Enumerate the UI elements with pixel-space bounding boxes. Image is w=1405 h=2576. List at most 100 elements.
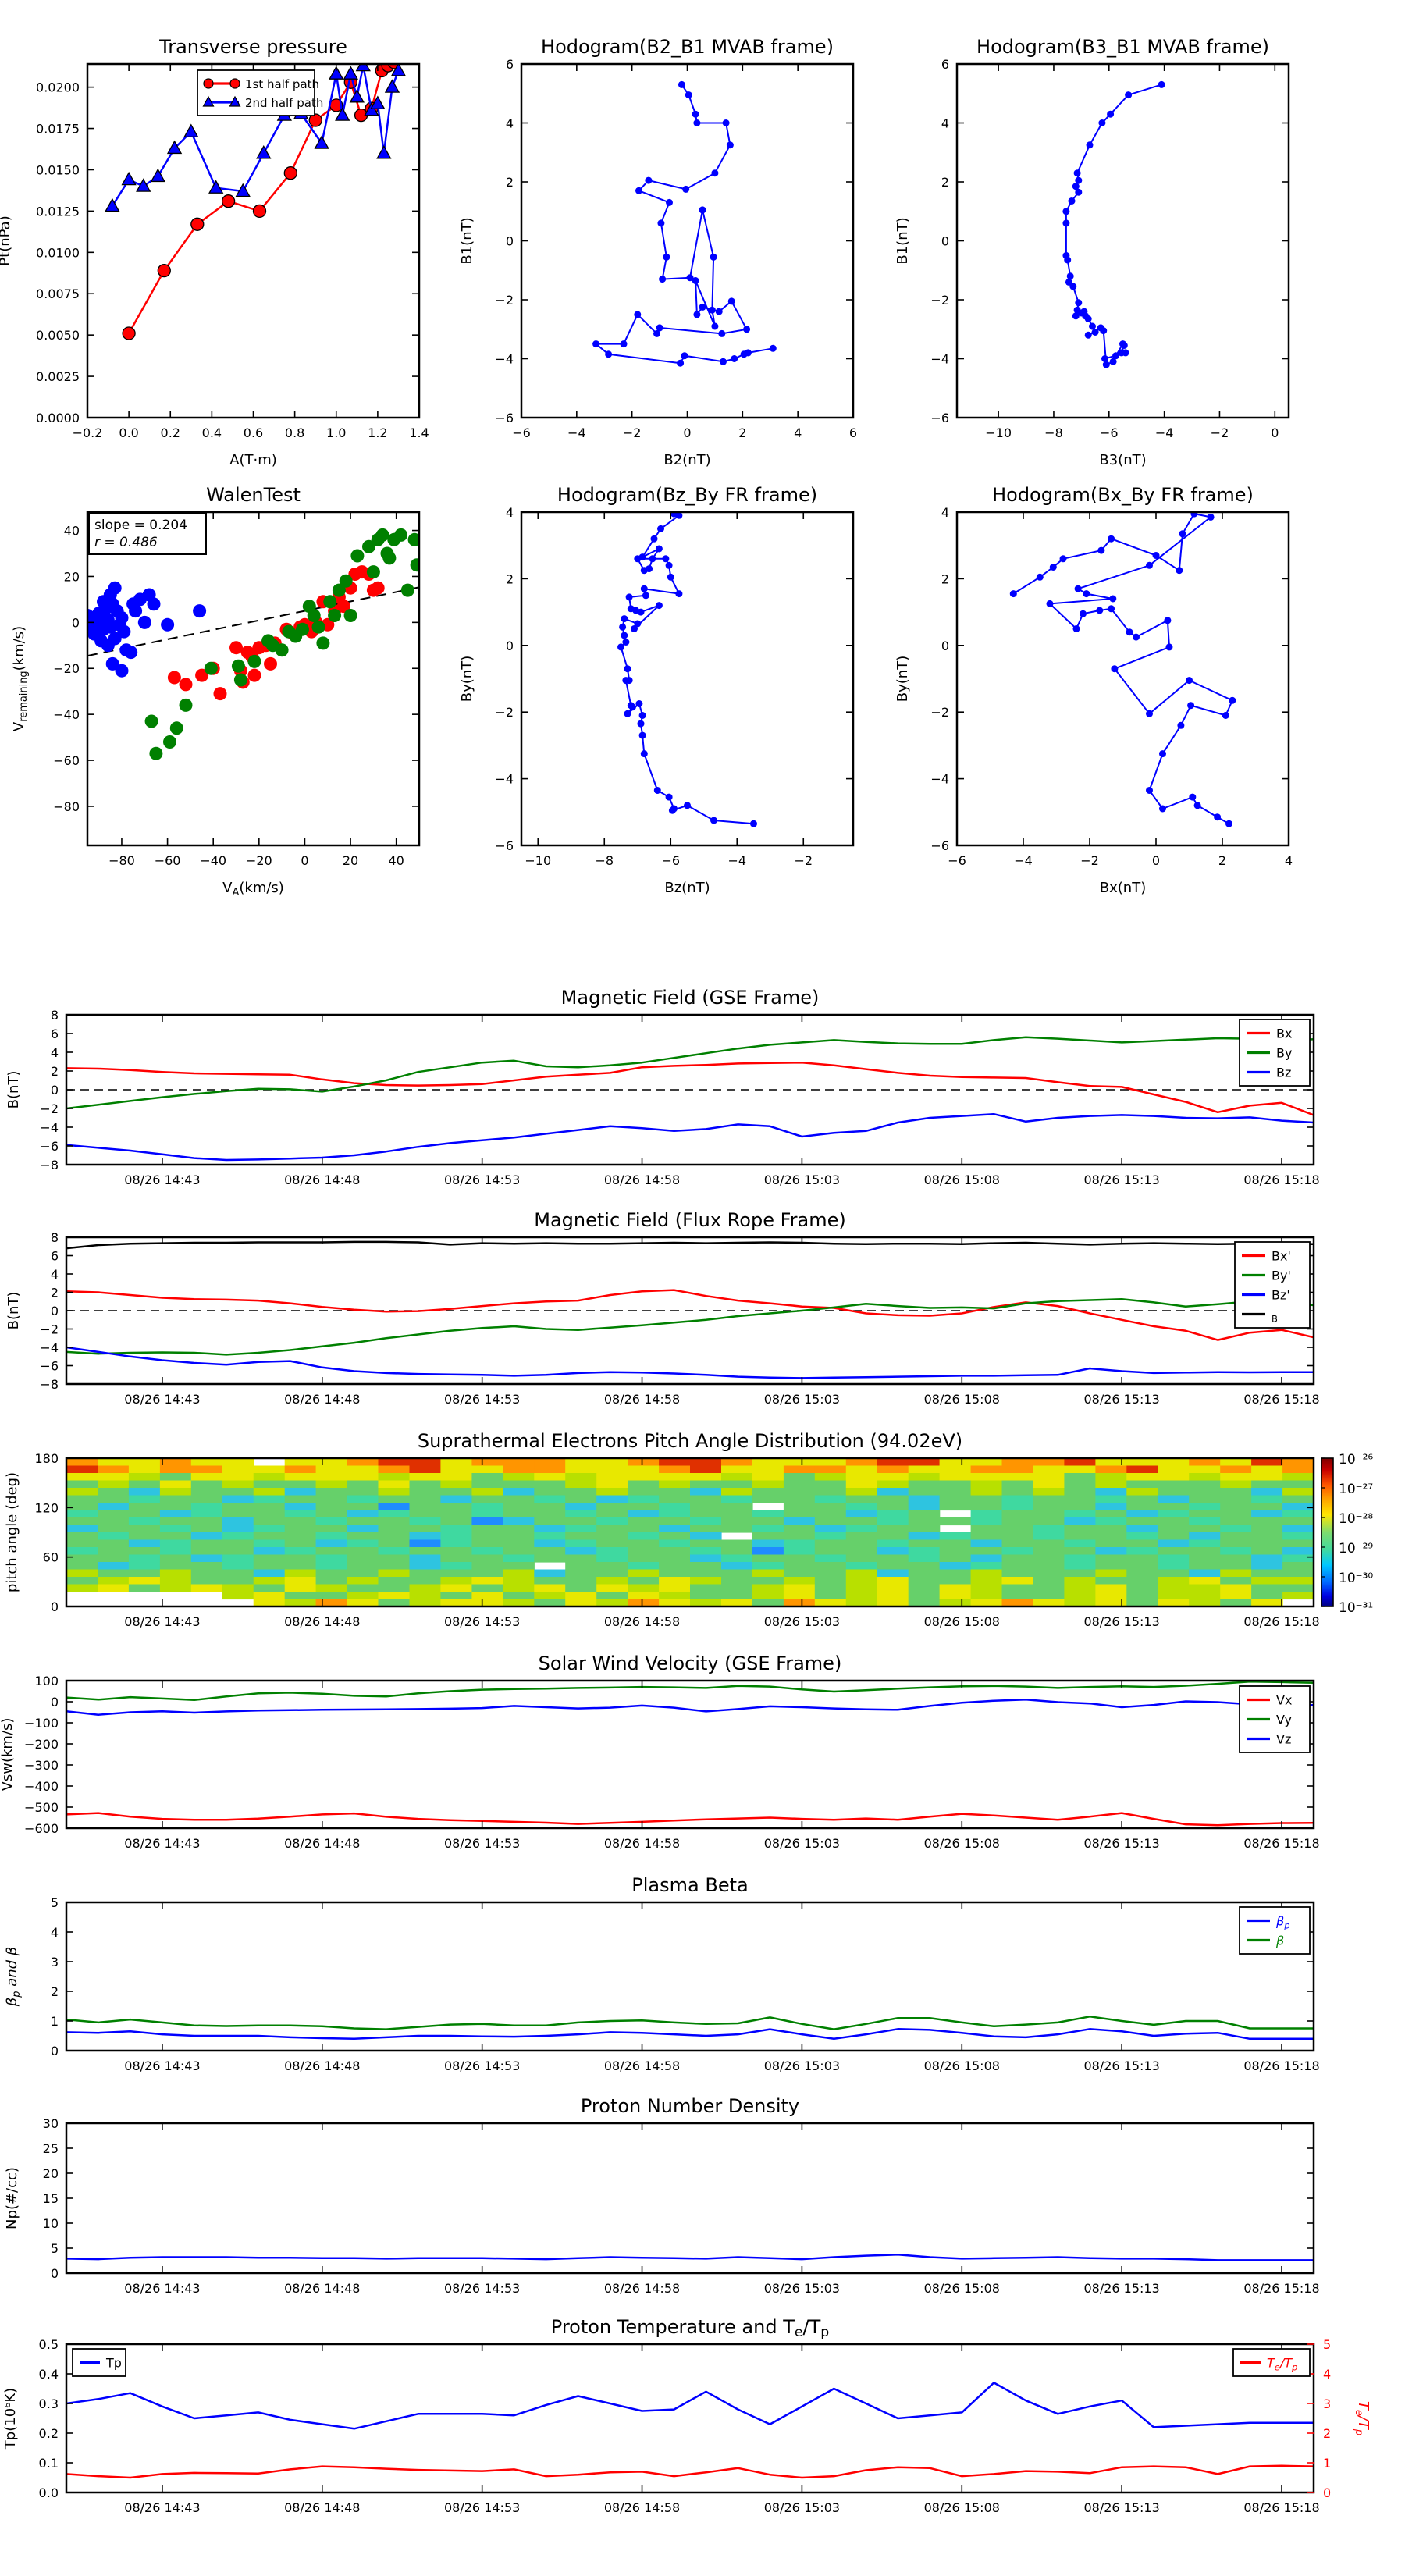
svg-text:08/26 15:13: 08/26 15:13 xyxy=(1083,2058,1159,2073)
svg-text:−80: −80 xyxy=(53,799,80,814)
svg-text:A(T·m): A(T·m) xyxy=(229,452,277,468)
svg-text:−8: −8 xyxy=(1044,425,1063,440)
svg-text:0.1: 0.1 xyxy=(39,2456,59,2471)
svg-text:−2: −2 xyxy=(794,853,813,868)
svg-text:Bz(nT): Bz(nT) xyxy=(664,880,710,896)
svg-text:08/26 15:18: 08/26 15:18 xyxy=(1243,2281,1319,2296)
svg-text:08/26 14:43: 08/26 14:43 xyxy=(124,2058,200,2073)
svg-text:08/26 15:18: 08/26 15:18 xyxy=(1243,2058,1319,2073)
svg-text:Tp: Tp xyxy=(105,2356,122,2371)
svg-text:−4: −4 xyxy=(40,1340,59,1355)
legend xyxy=(1239,1906,1311,1955)
svg-text:15: 15 xyxy=(43,2191,59,2206)
svg-text:B1(nT): B1(nT) xyxy=(459,217,475,264)
panel-walen-test: −80 −60 −40 −20 0 20 40 −80 −60 −40 −20 0 20 40 WalenT… xyxy=(11,484,421,898)
svg-text:0.5: 0.5 xyxy=(39,2337,59,2352)
series-beta-p xyxy=(66,2028,1314,2041)
svg-text:−80: −80 xyxy=(108,853,135,868)
svg-text:08/26 14:58: 08/26 14:58 xyxy=(604,1614,680,1629)
panel-hodogram-bx-by: −6 −4 −2 0 2 4 −6 −4 −2 0 2 4 Hodogram(Bx_By FR fram… xyxy=(895,484,1293,896)
svg-text:Hodogram(Bx_By FR frame): Hodogram(Bx_By FR frame) xyxy=(992,484,1254,506)
panel-magnetic-field-gse: 08/26 14:43 08/26 14:48 08/26 14:53 08/26 1… xyxy=(5,987,1320,1187)
svg-text:08/26 15:08: 08/26 15:08 xyxy=(924,1836,1000,1851)
svg-text:0.0: 0.0 xyxy=(119,425,138,440)
svg-text:08/26 15:13: 08/26 15:13 xyxy=(1083,1614,1159,1629)
svg-text:−2: −2 xyxy=(1211,425,1229,440)
svg-text:0.6: 0.6 xyxy=(244,425,263,440)
svg-text:Proton Number Density: Proton Number Density xyxy=(581,2095,799,2117)
svg-text:2: 2 xyxy=(738,425,746,440)
svg-text:10⁻²⁷: 10⁻²⁷ xyxy=(1339,1482,1373,1497)
svg-text:0.0200: 0.0200 xyxy=(36,80,80,95)
svg-text:08/26 15:08: 08/26 15:08 xyxy=(924,1614,1000,1629)
svg-text:2: 2 xyxy=(51,1286,59,1300)
svg-text:2: 2 xyxy=(1323,2426,1331,2441)
series-second-half-path xyxy=(105,64,407,212)
svg-text:Magnetic Field (GSE Frame): Magnetic Field (GSE Frame) xyxy=(561,987,820,1009)
svg-text:0.0150: 0.0150 xyxy=(36,162,80,177)
svg-text:By': By' xyxy=(1272,1268,1291,1283)
series-bz-gse xyxy=(66,1112,1314,1162)
panel-transverse-pressure: −0.2 0.0 0.2 0.4 0.6 0.8 1.0 1.2 1.4 0.0000 0.0025… xyxy=(0,36,429,468)
svg-text:4: 4 xyxy=(794,425,802,440)
svg-text:−200: −200 xyxy=(24,1737,59,1752)
svg-text:0.4: 0.4 xyxy=(202,425,222,440)
panel-hodogram-b3-b1: −10 −8 −6 −4 −2 0 −6 −4 −2 0 2 4 6 Hodogram(B3_B1 MVA… xyxy=(895,36,1290,468)
svg-text:0: 0 xyxy=(1271,425,1279,440)
svg-text:08/26 14:43: 08/26 14:43 xyxy=(124,2500,200,2515)
svg-text:2: 2 xyxy=(51,1984,59,1999)
svg-text:Transverse pressure: Transverse pressure xyxy=(158,36,347,58)
svg-text:−60: −60 xyxy=(155,853,181,868)
svg-text:2: 2 xyxy=(941,175,949,190)
svg-text:20: 20 xyxy=(64,569,80,584)
svg-text:1: 1 xyxy=(1323,2456,1331,2471)
svg-text:08/26 14:53: 08/26 14:53 xyxy=(444,1836,520,1851)
svg-text:Bz': Bz' xyxy=(1272,1288,1290,1303)
series-by-fr xyxy=(66,1298,1314,1356)
svg-text:−8: −8 xyxy=(40,1158,59,1172)
svg-text:0: 0 xyxy=(72,615,80,630)
svg-text:Np(#/cc): Np(#/cc) xyxy=(4,2167,20,2229)
svg-text:180: 180 xyxy=(34,1451,59,1466)
svg-text:08/26 15:13: 08/26 15:13 xyxy=(1083,1172,1159,1187)
svg-text:08/26 14:43: 08/26 14:43 xyxy=(124,1172,200,1187)
svg-text:−2: −2 xyxy=(930,293,949,308)
svg-text:−4: −4 xyxy=(40,1120,59,1135)
svg-text:pitch angle (deg): pitch angle (deg) xyxy=(4,1472,20,1592)
svg-text:08/26 15:18: 08/26 15:18 xyxy=(1243,2500,1319,2515)
svg-text:08/26 14:48: 08/26 14:48 xyxy=(284,1172,360,1187)
svg-text:0.0075: 0.0075 xyxy=(36,286,80,301)
svg-text:4: 4 xyxy=(51,1045,59,1060)
svg-text:−0.2: −0.2 xyxy=(73,425,103,440)
svg-text:08/26 15:03: 08/26 15:03 xyxy=(764,1172,840,1187)
svg-text:0: 0 xyxy=(506,234,514,249)
panel-proton-temperature: 08/26 14:43 08/26 14:48 08/26 14:53 08/26 1… xyxy=(2,2316,1371,2515)
svg-text:B3(nT): B3(nT) xyxy=(1099,452,1146,468)
svg-text:08/26 14:48: 08/26 14:48 xyxy=(284,2500,360,2515)
svg-text:4: 4 xyxy=(941,116,949,131)
svg-text:−6: −6 xyxy=(40,1139,59,1154)
svg-text:08/26 14:58: 08/26 14:58 xyxy=(604,1392,680,1407)
series-vz xyxy=(66,1699,1314,1716)
svg-text:r = 0.486: r = 0.486 xyxy=(94,535,158,550)
svg-text:0.2: 0.2 xyxy=(161,425,180,440)
svg-text:0.0175: 0.0175 xyxy=(36,122,80,137)
svg-text:−4: −4 xyxy=(930,772,949,787)
svg-text:10⁻²⁸: 10⁻²⁸ xyxy=(1339,1511,1373,1527)
series-bz-fr xyxy=(66,1346,1314,1379)
svg-text:Magnetic Field (Flux Rope Fram: Magnetic Field (Flux Rope Frame) xyxy=(534,1209,845,1231)
svg-text:−2: −2 xyxy=(495,705,514,720)
svg-text:08/26 14:48: 08/26 14:48 xyxy=(284,1614,360,1629)
svg-text:10⁻³¹: 10⁻³¹ xyxy=(1339,1600,1373,1616)
svg-text:βp: βp xyxy=(1275,1914,1290,1931)
svg-text:1: 1 xyxy=(51,2014,59,2029)
svg-text:−6: −6 xyxy=(930,411,949,425)
svg-text:Pt(nPa): Pt(nPa) xyxy=(0,215,13,265)
svg-text:1.4: 1.4 xyxy=(409,425,429,440)
svg-text:−2: −2 xyxy=(623,425,642,440)
svg-text:Proton Temperature and Te/Tp: Proton Temperature and Te/Tp xyxy=(551,2316,829,2340)
svg-text:08/26 15:08: 08/26 15:08 xyxy=(924,2058,1000,2073)
svg-text:−500: −500 xyxy=(24,1800,59,1815)
svg-text:08/26 14:48: 08/26 14:48 xyxy=(284,2281,360,2296)
